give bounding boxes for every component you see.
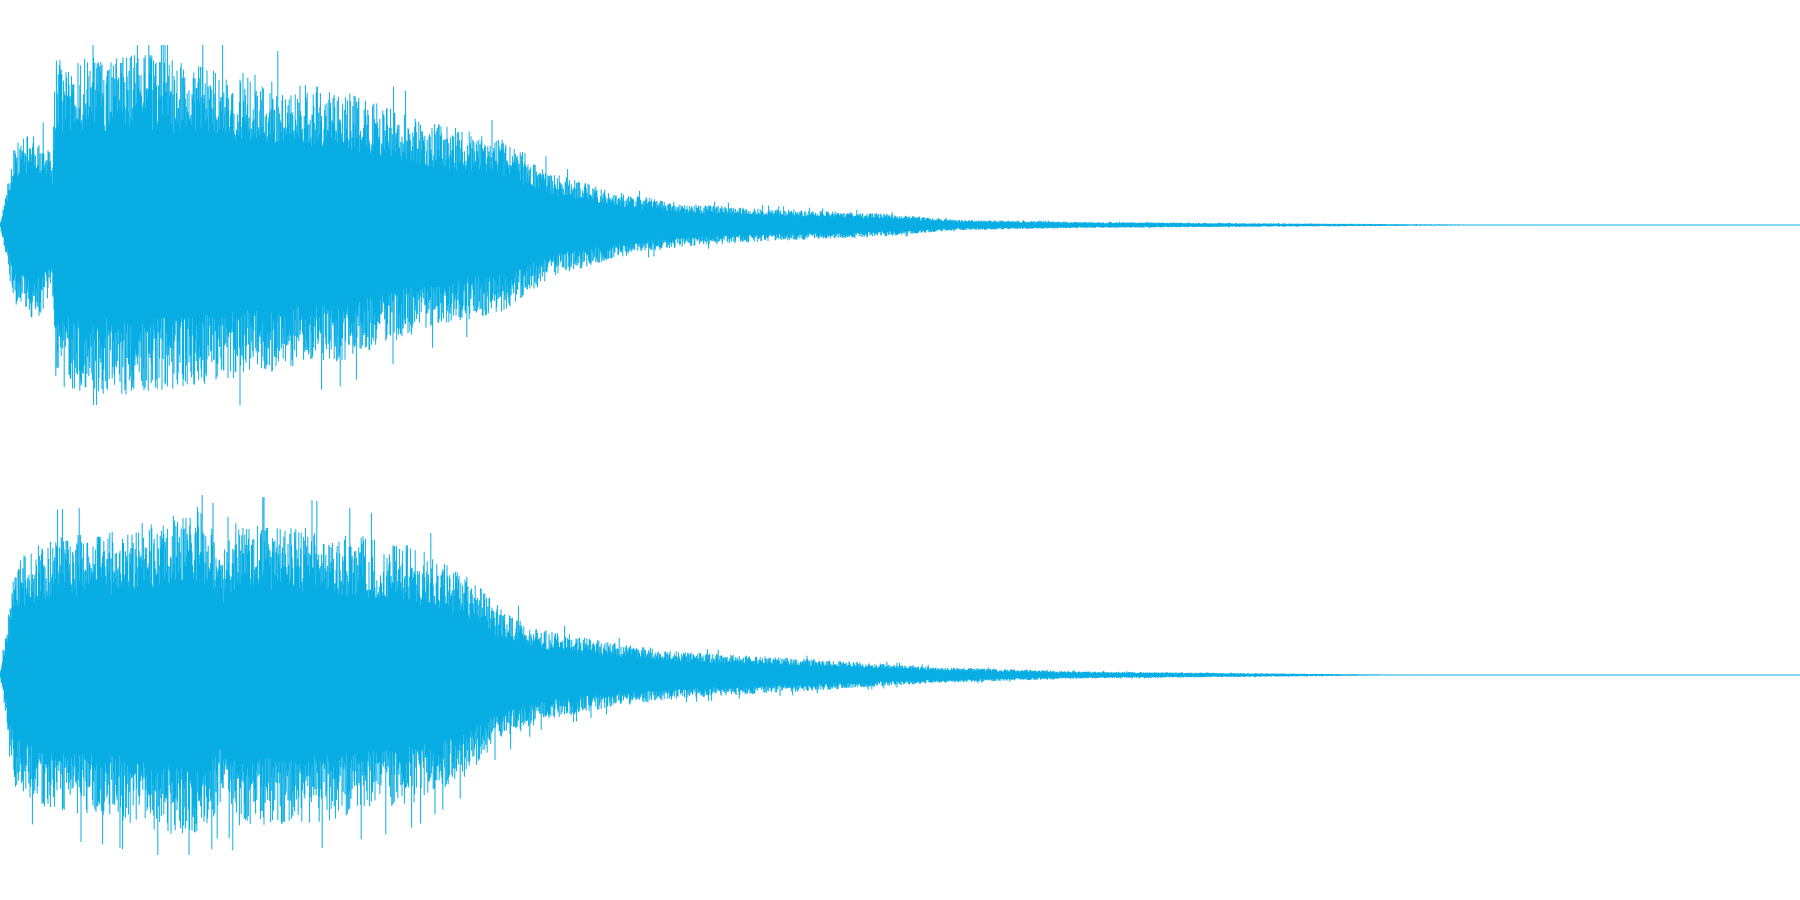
waveform-channel-2 (0, 495, 1800, 855)
channel-1-waveform (0, 45, 1524, 405)
waveform-channel-1 (0, 45, 1800, 405)
channel-2-waveform (0, 495, 1435, 855)
